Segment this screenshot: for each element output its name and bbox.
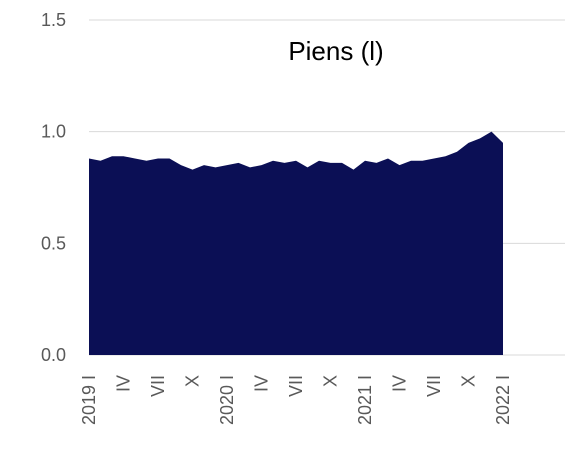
y-tick-label: 1.5 xyxy=(41,10,66,30)
x-tick-label: X xyxy=(183,375,203,387)
x-tick-label: IV xyxy=(252,375,272,392)
x-tick-label: 2022 I xyxy=(493,375,513,425)
x-tick-label: 2021 I xyxy=(355,375,375,425)
area-series xyxy=(89,131,503,355)
y-tick-label: 0.0 xyxy=(41,345,66,365)
x-tick-label: 2019 I xyxy=(79,375,99,425)
x-tick-label: VII xyxy=(286,375,306,397)
x-tick-label: X xyxy=(459,375,479,387)
area-series-fill xyxy=(89,131,503,355)
x-axis-tick-labels: 2019 I IV VII X 2020 I IV VII X 2021 I IV VII X 2022… xyxy=(79,375,513,425)
y-tick-label: 0.5 xyxy=(41,233,66,253)
x-tick-label: VII xyxy=(424,375,444,397)
x-tick-label: X xyxy=(321,375,341,387)
x-tick-label: 2020 I xyxy=(217,375,237,425)
x-tick-label: IV xyxy=(390,375,410,392)
x-tick-label: IV xyxy=(114,375,134,392)
x-tick-label: VII xyxy=(148,375,168,397)
y-tick-label: 1.0 xyxy=(41,122,66,142)
y-axis-tick-labels: 0.0 0.5 1.0 1.5 xyxy=(41,10,66,365)
chart-title: Piens (l) xyxy=(288,36,383,66)
